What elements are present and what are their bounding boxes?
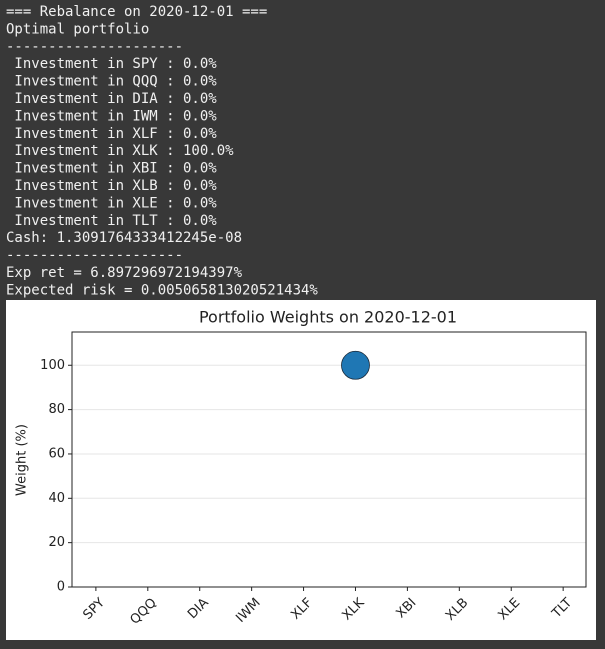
console-line: Expected risk = 0.005065813020521434% <box>6 282 318 298</box>
chart-title: Portfolio Weights on 2020-12-01 <box>199 308 457 327</box>
console-line: Investment in XLF : 0.0% <box>6 126 217 142</box>
y-tick-label: 80 <box>48 402 65 417</box>
console-line: Investment in XLK : 100.0% <box>6 143 234 159</box>
console-line: Investment in TLT : 0.0% <box>6 213 217 229</box>
console-line: Investment in IWM : 0.0% <box>6 108 217 124</box>
y-tick-label: 60 <box>48 446 65 461</box>
console-line: Investment in XLE : 0.0% <box>6 195 217 211</box>
console-line: Investment in XLB : 0.0% <box>6 178 217 194</box>
console-line: --------------------- <box>6 248 183 264</box>
console-line: Exp ret = 6.897296972194397% <box>6 265 243 281</box>
y-tick-label: 0 <box>57 580 65 595</box>
plot-frame <box>71 331 587 588</box>
y-tick-label: 40 <box>48 491 65 506</box>
console-line: === Rebalance on 2020-12-01 === <box>6 4 267 20</box>
console-line: Cash: 1.3091764333412245e-08 <box>6 230 242 246</box>
bubble <box>341 350 370 380</box>
console-line: Investment in DIA : 0.0% <box>6 91 217 107</box>
console-line: Investment in XBI : 0.0% <box>6 161 217 177</box>
console-line: Optimal portfolio <box>6 21 149 37</box>
console-line: --------------------- <box>6 39 183 55</box>
console-line: Investment in SPY : 0.0% <box>6 56 217 72</box>
y-tick-label: 100 <box>40 358 65 373</box>
console-line: Investment in QQQ : 0.0% <box>6 74 217 90</box>
y-tick-label: 20 <box>48 535 65 550</box>
chart-background <box>6 300 596 640</box>
y-axis-label: Weight (%) <box>15 424 30 496</box>
